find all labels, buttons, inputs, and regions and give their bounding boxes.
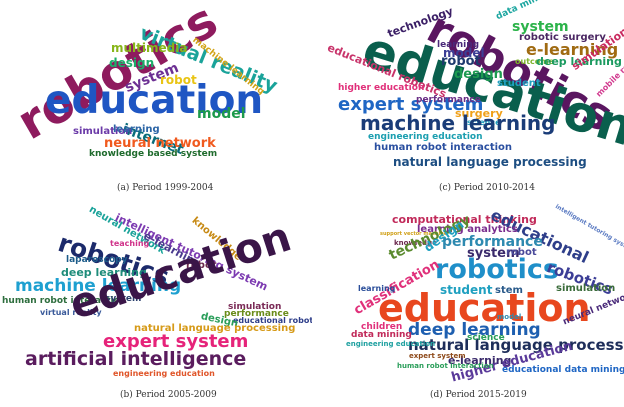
word-performance: performance [416,95,481,105]
word-simulation: simulation [228,302,282,312]
word-surgery: surgery [455,107,503,120]
word-natural-language-processing: natural language processing [393,155,587,169]
word-higher-education: higher education [338,83,425,93]
word-learning: learning [113,124,160,135]
word-deep-learning: deep learning [408,320,541,340]
word-student: student [497,78,541,89]
word-children: children [361,322,403,332]
word-natural-language-processing: natural language processing [408,336,624,354]
word-cloud-2005-2009: neural network intelligent tutoring syst… [0,200,312,407]
word-data-mining: data mining [351,330,412,340]
word-performance: performance [442,234,543,250]
word-learning: learning [437,40,480,50]
word-computational-thinking: computational thinking [392,213,537,226]
word-artificial-intelligence: artificial intelligence [25,348,247,370]
word-knowledge-based-system: knowledge based system [89,149,218,159]
word-robotics: robotics [435,254,559,285]
word-student: student [440,283,493,297]
word-performance: performance [224,309,289,319]
word-e-learning: e-learning [448,354,512,367]
word-natural-language-processing: natural language processing [134,323,296,334]
word-deep-learning: deep learning [61,266,147,279]
word-outcome: outcome [515,57,555,66]
word-system: system [105,294,142,304]
word-human-robot-interaction: human robot interaction [374,142,513,153]
word-learning: learning [358,284,396,293]
word-model: model [197,106,246,122]
word-expert-system: expert system [103,331,249,352]
word-expert-system: expert system [338,94,484,115]
word-teaching: teaching [110,239,150,248]
word-system: system [512,19,569,35]
word-education: education [45,78,264,123]
word-education: education [378,286,591,330]
word-simulation: simulation [556,283,616,294]
word-human-robot-interaction: human robot interaction [2,296,127,306]
word-deep-learning: deep learning [536,55,622,68]
word-neural-network: neural network [104,136,216,151]
word-engineering-education: engineering education [368,132,483,142]
word-learning-analytics: learning analytics [417,224,518,235]
word-multimedia: multimedia [111,41,188,55]
word-science: science [467,333,505,343]
word-design: design [109,56,155,70]
word-engineering-education: engineering education [113,369,215,378]
word-robot: robot [506,247,537,258]
word-science: science [467,118,501,127]
word-cloud-1999-2004: robotics virtual reality multimedia desi… [0,0,312,200]
word-model: model [497,313,522,321]
word-educational-robotics: educational robotics [233,316,312,325]
word-virtual-reality: virtual reality [40,308,102,317]
word-robot: robot [186,260,217,271]
word-cloud-2015-2019: computational thinking educational intel… [312,200,624,407]
word-robot: robot [441,54,481,69]
caption: (c) Period 2010-2014 [439,183,535,193]
word-laparoscopy: laparoscopy [66,255,128,265]
word-expert-system: expert system [409,352,466,360]
word-design: design [454,67,503,82]
word-simulation: simulation [73,126,133,137]
word-cloud-2010-2014: robotics education data mining technolog… [312,0,624,200]
word-e-learning: e-learning [526,40,619,59]
word-machine-learning: machine learning [15,276,182,296]
caption: (a) Period 1999-2004 [117,183,214,193]
word-system: system [467,246,520,261]
word-robot: robot [160,73,197,87]
word-support-vector-machine: support vector machine [380,231,448,237]
word-stem: stem [495,285,523,296]
word-model: model [443,46,485,60]
word-knowledge: knowledge [394,239,437,247]
word-engineering-education: engineering education [346,340,436,348]
caption: (d) Period 2015-2019 [430,390,527,400]
word-robotic-surgery: robotic surgery [519,32,606,43]
word-machine-learning: machine learning [360,111,556,135]
word-human-robot-interaction: human robot interaction [397,362,494,370]
word-educational-data-mining: educational data mining [502,365,624,375]
caption: (b) Period 2005-2009 [120,390,217,400]
